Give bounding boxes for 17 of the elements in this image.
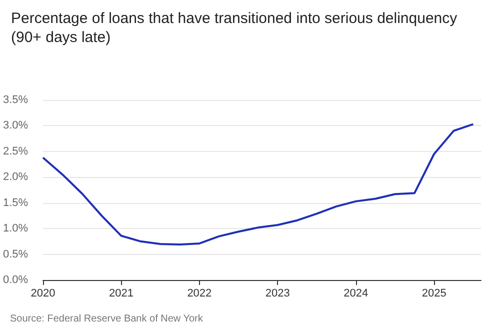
- y-tick-label: 1.0%: [3, 222, 28, 235]
- x-tick-label: 2020: [30, 288, 56, 300]
- y-tick-label: 0.5%: [3, 248, 28, 260]
- line-series: [42, 123, 474, 246]
- y-tick-label: 2.0%: [3, 171, 28, 184]
- y-tick-label: 2.5%: [3, 145, 28, 158]
- chart-title: Percentage of loans that have transitioned into serious delinquency (90+ days late): [11, 10, 458, 46]
- x-tick-label: 2024: [344, 288, 368, 300]
- y-tick-label: 3.5%: [3, 94, 28, 106]
- x-tick-label: 2021: [108, 288, 134, 300]
- y-tick-label: 3.0%: [3, 120, 28, 132]
- x-tick-label: 2023: [265, 288, 290, 300]
- y-tick-label: 1.5%: [3, 196, 28, 209]
- source-note: Source: Federal Reserve Bank of New York: [10, 314, 204, 324]
- x-tick-label: 2022: [187, 288, 212, 300]
- y-tick-label: 0.0%: [3, 274, 28, 286]
- x-tick-label: 2025: [422, 288, 446, 300]
